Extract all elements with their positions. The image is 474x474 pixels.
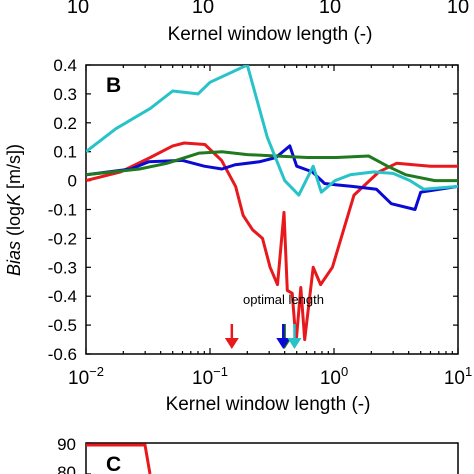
top-tick-label: 10 <box>67 0 89 18</box>
axis-ticks <box>85 64 459 355</box>
panel-c-series-line <box>86 443 152 474</box>
panel-c-frame <box>85 442 459 474</box>
x-tick-label-exponent: 1 <box>465 364 472 379</box>
y-tick-label: -0.3 <box>48 258 77 277</box>
arrow-head-3 <box>276 338 291 349</box>
series-lines <box>86 65 458 344</box>
x-tick-label-base: 10 <box>320 368 341 389</box>
series-line-3 <box>86 150 458 183</box>
x-tick-label: 10−1 <box>192 364 228 389</box>
y-tick-label: -0.6 <box>48 345 77 364</box>
y-tick-label: 0.3 <box>53 85 77 104</box>
x-tick-label-base: 10 <box>68 368 89 389</box>
y-tick-label: 0 <box>68 172 77 191</box>
x-tick-label-exponent: −1 <box>213 364 228 379</box>
panel-c-tick-label: 80 <box>57 463 76 474</box>
y-axis-label: Bias (logK [m/s]) <box>4 144 24 276</box>
top-tick-label: 10 <box>319 0 341 18</box>
x-axis-label: Kernel window length (-) <box>166 394 371 415</box>
x-tick-label-base: 10 <box>192 368 213 389</box>
y-axis-label-variable: K <box>4 193 24 206</box>
y-tick-label: -0.1 <box>48 201 77 220</box>
x-tick-label-exponent: 0 <box>341 364 348 379</box>
y-tick-labels: 0.4 0.3 0.2 0.1 0 -0.1 -0.2 -0.3 -0.4 -0.5 -0.6 <box>48 56 77 364</box>
arrow-head-4 <box>287 338 302 349</box>
y-tick-label: -0.5 <box>48 316 77 335</box>
x-tick-labels: 10−2 10−1 100 101 <box>68 364 472 389</box>
series-line-4 <box>86 65 458 197</box>
plot-frame <box>85 64 459 355</box>
y-axis-label-unit: [m/s]) <box>4 144 24 194</box>
top-tick-label: 10 <box>192 0 214 18</box>
y-tick-label: 0.1 <box>53 143 77 162</box>
panel-c-tick-label: 90 <box>57 435 76 454</box>
y-tick-label: -0.2 <box>48 229 77 248</box>
y-axis-label-italic: Bias <box>4 241 24 276</box>
top-panel: 10 10 10 10 Kernel window length (-) <box>67 0 469 45</box>
top-tick-label: 10 <box>447 0 469 18</box>
panel-c: 90 80 C <box>57 435 459 474</box>
x-tick-label: 100 <box>320 364 348 389</box>
panel-label-b: B <box>106 74 121 97</box>
y-tick-label: 0.2 <box>53 114 77 133</box>
x-tick-label-base: 10 <box>444 368 465 389</box>
series-line-1 <box>86 141 458 344</box>
y-tick-label: -0.4 <box>48 287 77 306</box>
x-tick-label: 101 <box>444 364 472 389</box>
panel-label-c: C <box>106 453 121 474</box>
optimal-length-arrows <box>224 324 302 349</box>
top-x-axis-label: Kernel window length (-) <box>168 24 373 45</box>
y-tick-label: 0.4 <box>53 56 77 75</box>
x-tick-label-exponent: −2 <box>89 364 104 379</box>
annotation-optimal-length: optimal length <box>243 292 324 307</box>
panel-b: 0.40.30.20.10-0.1-0.2-0.3-0.4-0.5-0.6 10… <box>4 56 472 415</box>
arrow-head-1 <box>224 338 239 349</box>
x-tick-label: 10−2 <box>68 364 104 389</box>
y-axis-label-text: (log <box>4 206 24 241</box>
